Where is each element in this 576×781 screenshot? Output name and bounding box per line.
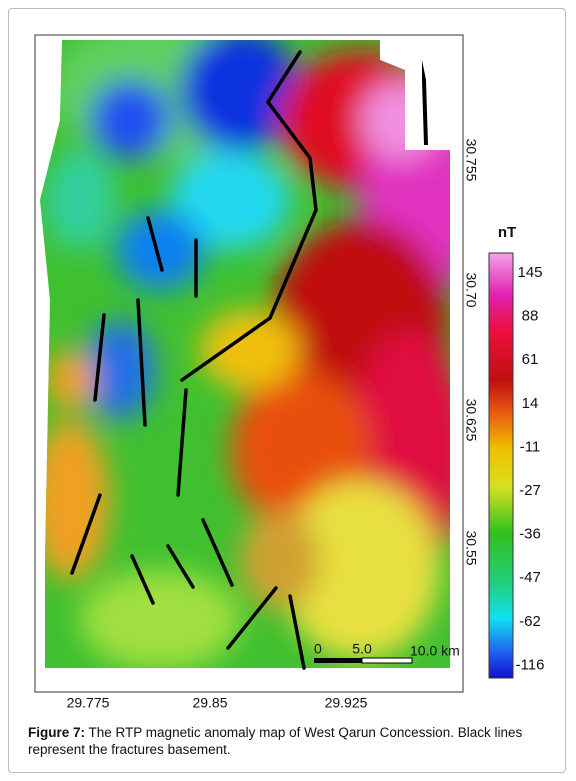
colorbar-title: nT — [498, 224, 516, 241]
figure: 0 5.0 10.0 km nT 29.775 29.85 29.925 30.755… — [34, 34, 545, 711]
y-tick-label: 30.755 — [463, 139, 479, 182]
colorbar-label: -27 — [519, 482, 541, 499]
colorbar-label: 88 — [522, 308, 539, 325]
scale-label: 5.0 — [352, 641, 372, 657]
north-arrow — [422, 60, 428, 145]
y-tick-label: 30.55 — [463, 530, 479, 565]
colorbar-label: -36 — [519, 526, 541, 543]
scale-bar: 0 5.0 10.0 km — [314, 641, 460, 664]
colorbar-label: -47 — [519, 569, 541, 586]
colorbar-label: -116 — [516, 656, 545, 673]
colorbar-label: -62 — [519, 613, 541, 630]
figure-frame — [8, 8, 566, 773]
x-tick-label: 29.85 — [192, 695, 227, 711]
caption: Figure 7: The RTP magnetic anomaly map o… — [28, 724, 558, 758]
colorbar-label: 61 — [522, 351, 539, 368]
y-tick-label: 30.625 — [463, 399, 479, 442]
colorbar-label: 14 — [522, 395, 539, 412]
colorbar — [488, 252, 514, 679]
fracture-lines — [70, 50, 318, 670]
caption-label: Figure 7: — [28, 725, 86, 740]
scale-label: 10.0 km — [410, 643, 460, 659]
x-tick-label: 29.775 — [67, 695, 110, 711]
caption-text: The RTP magnetic anomaly map of West Qar… — [28, 725, 523, 757]
anomaly-map — [40, 40, 450, 668]
x-tick-label: 29.925 — [325, 695, 368, 711]
y-tick-label: 30.70 — [463, 272, 479, 307]
scale-label: 0 — [314, 641, 322, 657]
colorbar-label: -11 — [520, 438, 541, 455]
colorbar-label: 145 — [517, 264, 542, 281]
